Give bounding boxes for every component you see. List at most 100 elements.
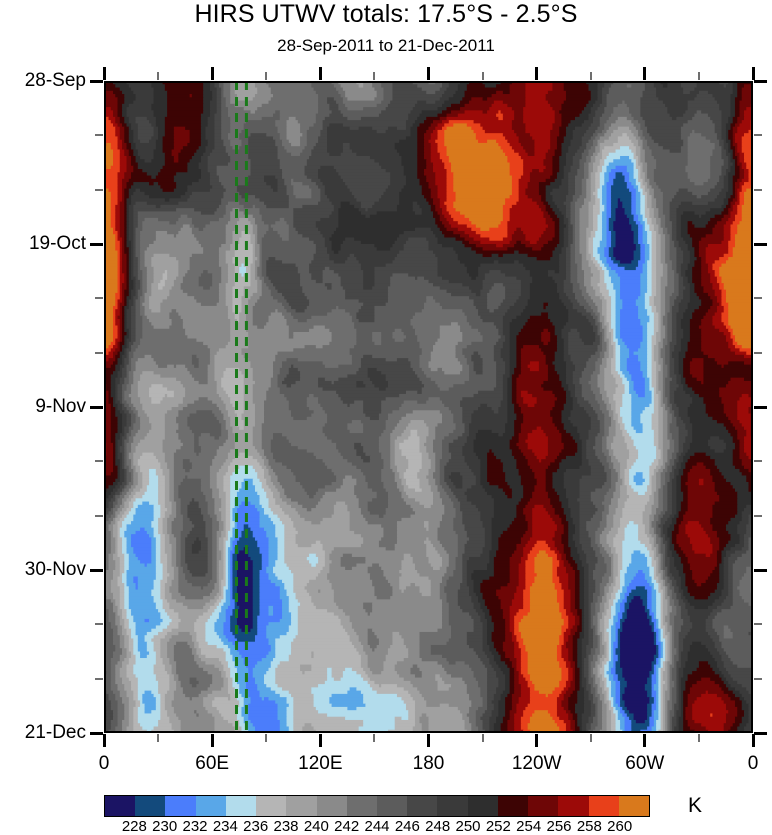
colorbar-tick-label: 230 [152, 818, 177, 835]
y-minor-tick [754, 515, 762, 517]
colorbar-swatch [558, 796, 588, 816]
x-minor-tick [157, 72, 159, 80]
colorbar-units-label: K [688, 795, 702, 817]
x-axis-tick-label: 120W [512, 753, 562, 775]
colorbar-swatch [407, 796, 437, 816]
colorbar-swatch [528, 796, 558, 816]
colorbar-tick-label: 254 [516, 818, 541, 835]
colorbar-tick-label: 252 [486, 818, 511, 835]
y-minor-tick [754, 297, 762, 299]
y-axis-tick-label: 28-Sep [25, 70, 86, 92]
x-major-tick [752, 734, 755, 747]
figure-subtitle: 28-Sep-2011 to 21-Dec-2011 [0, 36, 772, 56]
colorbar-swatch [589, 796, 619, 816]
x-minor-tick [482, 734, 484, 742]
colorbar-tick-label: 246 [395, 818, 420, 835]
y-axis-tick-label: 30-Nov [25, 559, 86, 581]
colorbar-tick-label: 258 [577, 818, 602, 835]
colorbar-swatch [226, 796, 256, 816]
x-axis-tick-label: 0 [748, 753, 759, 775]
x-minor-tick [157, 734, 159, 742]
y-major-tick [90, 732, 103, 735]
colorbar-swatch [498, 796, 528, 816]
colorbar-swatch [437, 796, 467, 816]
y-minor-tick [95, 189, 103, 191]
hovmoller-contour-field [104, 81, 753, 733]
colorbar-tick-label: 260 [607, 818, 632, 835]
x-axis-tick-label: 60E [195, 753, 229, 775]
x-major-tick [103, 734, 106, 747]
y-major-tick [754, 569, 767, 572]
x-minor-tick [590, 734, 592, 742]
x-major-tick [427, 734, 430, 747]
colorbar-swatch [196, 796, 226, 816]
colorbar-swatch [347, 796, 377, 816]
y-minor-tick [95, 678, 103, 680]
colorbar-swatch [317, 796, 347, 816]
x-minor-tick [265, 734, 267, 742]
y-minor-tick [95, 297, 103, 299]
x-major-tick [752, 67, 755, 80]
x-minor-tick [698, 72, 700, 80]
x-minor-tick [373, 72, 375, 80]
x-major-tick [319, 67, 322, 80]
y-minor-tick [754, 623, 762, 625]
x-minor-tick [265, 72, 267, 80]
x-major-tick [535, 67, 538, 80]
x-major-tick [319, 734, 322, 747]
y-major-tick [754, 406, 767, 409]
colorbar-tick-label: 248 [425, 818, 450, 835]
y-major-tick [754, 243, 767, 246]
colorbar-tick-label: 228 [122, 818, 147, 835]
y-minor-tick [95, 623, 103, 625]
x-minor-tick [698, 734, 700, 742]
y-major-tick [90, 80, 103, 83]
colorbar-tick-label: 232 [182, 818, 207, 835]
x-minor-tick [373, 734, 375, 742]
x-axis-tick-label: 0 [99, 753, 110, 775]
colorbar-swatch [468, 796, 498, 816]
colorbar-tick-label: 240 [304, 818, 329, 835]
colorbar-swatch [105, 796, 135, 816]
y-major-tick [90, 569, 103, 572]
colorbar-swatch [135, 796, 165, 816]
x-axis-tick-label: 180 [413, 753, 445, 775]
colorbar-tick-label: 256 [546, 818, 571, 835]
y-minor-tick [95, 460, 103, 462]
x-major-tick [211, 734, 214, 747]
colorbar-swatch [377, 796, 407, 816]
y-major-tick [90, 243, 103, 246]
colorbar-swatch [619, 796, 649, 816]
x-axis-tick-label: 60W [625, 753, 664, 775]
x-minor-tick [482, 72, 484, 80]
colorbar-swatch [286, 796, 316, 816]
y-minor-tick [754, 460, 762, 462]
x-major-tick [103, 67, 106, 80]
figure-title: HIRS UTWV totals: 17.5°S - 2.5°S [0, 0, 772, 29]
x-major-tick [643, 67, 646, 80]
colorbar-tick-label: 250 [455, 818, 480, 835]
x-major-tick [427, 67, 430, 80]
x-major-tick [643, 734, 646, 747]
plot-area [104, 81, 753, 733]
colorbar-tick-label: 242 [334, 818, 359, 835]
colorbar-tick-label: 236 [243, 818, 268, 835]
x-major-tick [211, 67, 214, 80]
y-major-tick [754, 80, 767, 83]
colorbar-tick-label: 244 [364, 818, 389, 835]
y-minor-tick [754, 134, 762, 136]
x-minor-tick [590, 72, 592, 80]
colorbar-tick-label: 238 [273, 818, 298, 835]
y-major-tick [90, 406, 103, 409]
colorbar-swatches [104, 795, 650, 817]
colorbar-swatch [165, 796, 195, 816]
colorbar-tick-label: 234 [213, 818, 238, 835]
y-minor-tick [95, 134, 103, 136]
y-minor-tick [754, 189, 762, 191]
y-minor-tick [754, 352, 762, 354]
x-axis-tick-label: 120E [298, 753, 342, 775]
colorbar-swatch [256, 796, 286, 816]
y-minor-tick [754, 678, 762, 680]
